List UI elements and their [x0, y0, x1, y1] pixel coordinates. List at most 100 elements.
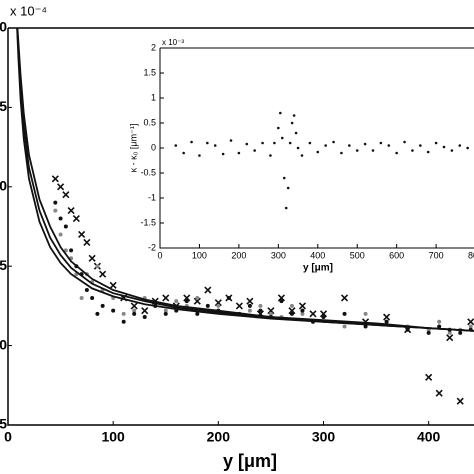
- dot-point: [355, 149, 359, 152]
- dot-point: [405, 327, 410, 332]
- dot-point: [458, 144, 462, 147]
- dot-point: [426, 150, 430, 154]
- plot-area: [174, 111, 469, 210]
- dot-point: [121, 311, 126, 316]
- cross-point: [130, 302, 138, 310]
- dot-point: [363, 142, 367, 146]
- cross-point: [467, 318, 474, 326]
- x-tick-label: 600: [389, 250, 404, 260]
- cross-point: [277, 294, 285, 302]
- plot-area: [16, 28, 474, 405]
- dot-point: [53, 200, 58, 205]
- dot-point: [290, 121, 294, 125]
- cross-point: [319, 310, 328, 318]
- dot-point: [226, 295, 231, 300]
- dot-point: [289, 303, 294, 308]
- dot-point: [63, 224, 68, 229]
- dot-point: [434, 141, 438, 145]
- y-tick-label: 0.5: [143, 117, 156, 127]
- dot-point: [247, 308, 252, 313]
- x-tick-label: 100: [192, 250, 207, 260]
- dot-point: [342, 311, 347, 316]
- dot-point: [348, 144, 351, 147]
- x-tick-label: 500: [350, 250, 365, 260]
- dot-point: [411, 149, 414, 152]
- x-tick-label: 800: [468, 250, 474, 260]
- x-tick-label: 0: [157, 250, 162, 260]
- y-tick-label: 0.5: [0, 257, 7, 273]
- dot-point: [100, 303, 105, 308]
- dot-point: [282, 176, 286, 180]
- dot-point: [340, 151, 343, 155]
- x-axis-label: y [μm]: [303, 263, 333, 274]
- dot-point: [395, 151, 398, 155]
- y-tick-label: -0.5: [0, 416, 7, 432]
- dot-point: [450, 149, 454, 152]
- y-tick-label: 1.5: [0, 98, 7, 114]
- dot-point: [286, 186, 290, 190]
- dot-point: [261, 141, 264, 145]
- dot-point: [132, 311, 137, 316]
- x-tick-label: 300: [271, 250, 286, 260]
- cross-point: [193, 297, 201, 305]
- dot-point: [95, 311, 100, 316]
- cross-point: [51, 175, 59, 183]
- dot-point: [205, 303, 210, 308]
- dot-point: [280, 136, 284, 140]
- dot-point: [206, 141, 209, 145]
- cross-point: [57, 183, 65, 191]
- dot-point: [253, 149, 256, 152]
- dot-point: [258, 308, 263, 313]
- dot-point: [466, 146, 469, 150]
- cross-point: [235, 302, 243, 310]
- dot-point: [279, 111, 282, 115]
- dot-point: [332, 140, 335, 144]
- dot-point: [53, 208, 58, 213]
- dot-point: [277, 126, 280, 130]
- y-tick-label: 1: [151, 92, 156, 102]
- y-tick-label: 0: [151, 142, 156, 152]
- dot-point: [342, 324, 347, 329]
- cross-point: [246, 297, 254, 305]
- y-tick-label: -2: [148, 242, 156, 252]
- dot-point: [458, 330, 463, 335]
- dot-point: [371, 149, 375, 152]
- y-tick-label: 2: [151, 42, 156, 52]
- y-tick-label: 0: [0, 336, 7, 352]
- cross-point: [67, 207, 75, 215]
- fit-curve: [16, 28, 474, 332]
- dot-point: [288, 141, 292, 145]
- dot-point: [447, 330, 452, 335]
- dot-point: [258, 303, 263, 308]
- cross-point: [88, 254, 96, 262]
- dot-point: [195, 311, 200, 316]
- dot-point: [268, 311, 273, 316]
- cross-point: [78, 230, 86, 239]
- cross-point: [99, 270, 107, 278]
- dot-point: [229, 139, 233, 142]
- cross-point: [141, 307, 149, 315]
- x-tick-label: 400: [417, 428, 441, 444]
- cross-point: [383, 313, 391, 321]
- cross-point: [62, 191, 70, 199]
- cross-point: [267, 307, 275, 315]
- dot-point: [63, 248, 68, 253]
- dot-point: [237, 151, 241, 155]
- inset-background: [160, 48, 474, 248]
- dot-point: [384, 319, 389, 324]
- x-tick-label: 700: [429, 250, 444, 260]
- dot-point: [121, 319, 126, 324]
- cross-point: [83, 238, 91, 246]
- y-tick-label: -1: [148, 192, 156, 202]
- dot-point: [321, 315, 326, 320]
- dot-point: [419, 144, 422, 147]
- dot-point: [269, 154, 272, 157]
- x-tick-label: 400: [310, 250, 325, 260]
- dot-point: [379, 141, 383, 145]
- dot-point: [437, 319, 442, 324]
- cross-point: [298, 302, 307, 310]
- cross-point: [72, 214, 80, 223]
- dot-point: [182, 151, 185, 155]
- dot-point: [58, 216, 63, 221]
- dot-point: [95, 264, 100, 269]
